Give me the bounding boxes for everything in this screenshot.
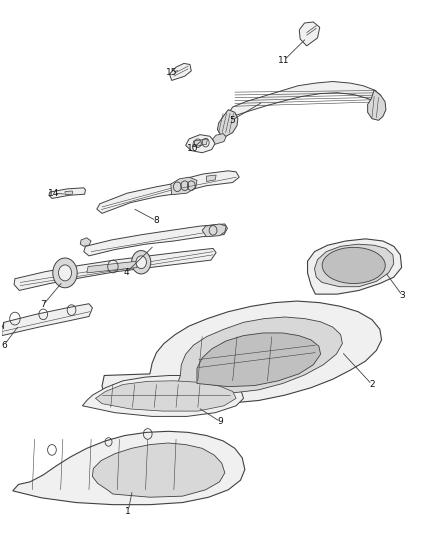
Polygon shape bbox=[314, 244, 394, 287]
Circle shape bbox=[59, 265, 71, 281]
Polygon shape bbox=[65, 191, 72, 195]
Polygon shape bbox=[197, 333, 321, 386]
Polygon shape bbox=[95, 381, 236, 411]
Polygon shape bbox=[175, 317, 343, 393]
Polygon shape bbox=[171, 177, 197, 195]
Polygon shape bbox=[229, 82, 381, 115]
Polygon shape bbox=[217, 110, 238, 136]
Circle shape bbox=[53, 258, 77, 288]
Polygon shape bbox=[212, 134, 226, 144]
Text: 1: 1 bbox=[125, 506, 131, 515]
Polygon shape bbox=[367, 90, 386, 120]
Polygon shape bbox=[299, 22, 320, 46]
Text: 4: 4 bbox=[123, 269, 129, 277]
Polygon shape bbox=[2, 304, 92, 336]
Polygon shape bbox=[49, 188, 85, 198]
Polygon shape bbox=[80, 238, 91, 246]
Polygon shape bbox=[170, 63, 191, 80]
Polygon shape bbox=[13, 431, 245, 505]
Polygon shape bbox=[92, 443, 225, 497]
Text: 6: 6 bbox=[1, 341, 7, 350]
Polygon shape bbox=[87, 261, 138, 273]
Text: 14: 14 bbox=[48, 189, 59, 198]
Text: 7: 7 bbox=[40, 300, 46, 309]
Polygon shape bbox=[176, 171, 239, 192]
Polygon shape bbox=[97, 182, 183, 213]
Text: 2: 2 bbox=[369, 380, 375, 389]
Circle shape bbox=[136, 256, 146, 269]
Polygon shape bbox=[82, 375, 244, 416]
Text: 10: 10 bbox=[187, 144, 198, 153]
Polygon shape bbox=[193, 139, 208, 147]
Polygon shape bbox=[14, 248, 216, 290]
Polygon shape bbox=[207, 175, 216, 181]
Polygon shape bbox=[186, 135, 215, 153]
Text: 9: 9 bbox=[218, 417, 223, 426]
Polygon shape bbox=[307, 239, 402, 294]
Polygon shape bbox=[202, 224, 226, 237]
Text: 5: 5 bbox=[229, 116, 235, 125]
Polygon shape bbox=[102, 301, 381, 405]
Text: 3: 3 bbox=[399, 291, 405, 300]
Text: 8: 8 bbox=[154, 216, 159, 225]
Ellipse shape bbox=[322, 247, 385, 284]
Polygon shape bbox=[84, 224, 227, 256]
Text: 11: 11 bbox=[278, 56, 290, 64]
Text: 15: 15 bbox=[166, 68, 177, 77]
Circle shape bbox=[132, 251, 151, 274]
